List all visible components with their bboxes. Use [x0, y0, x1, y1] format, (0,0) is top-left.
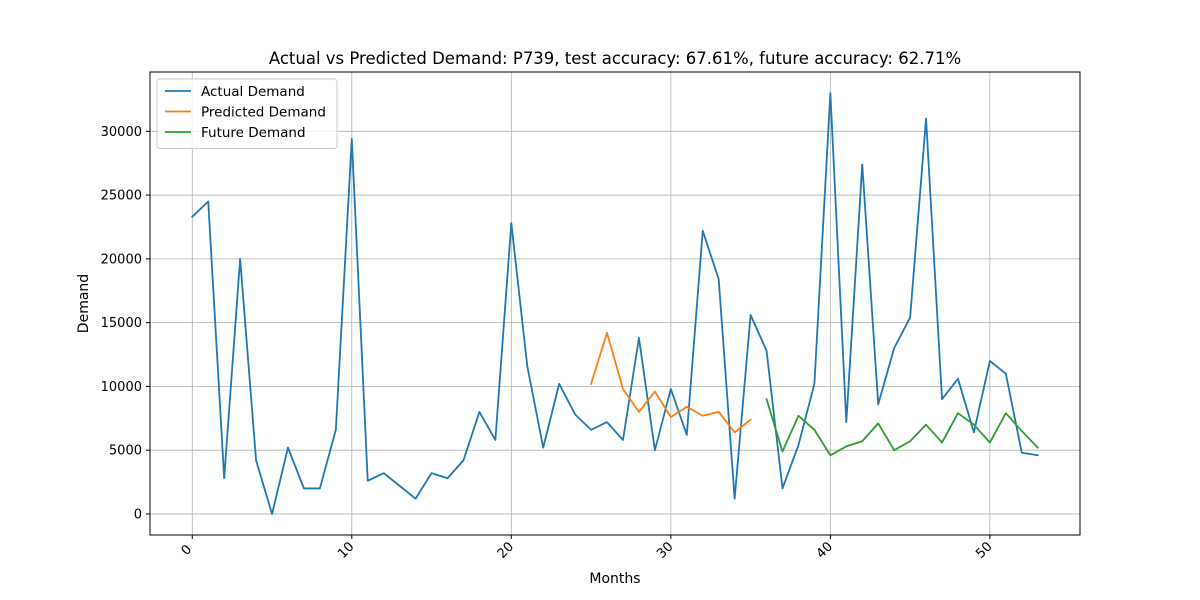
x-tick-label: 50: [973, 539, 995, 561]
x-tick-label: 30: [654, 539, 676, 561]
legend-label: Actual Demand: [201, 84, 305, 100]
y-tick-label: 25000: [101, 189, 142, 204]
series-line-actual-demand: [190, 92, 1039, 515]
chart-title: Actual vs Predicted Demand: P739, test a…: [269, 49, 961, 68]
y-tick-label: 5000: [109, 444, 142, 459]
x-tick-label: 0: [179, 542, 195, 558]
series-lines: [190, 92, 1040, 515]
y-tick-label: 30000: [101, 125, 142, 140]
y-tick-label: 20000: [101, 252, 142, 267]
y-tick-label: 10000: [101, 380, 142, 395]
y-tick-label: 0: [134, 507, 142, 522]
legend-label: Predicted Demand: [201, 105, 326, 121]
series-line-predicted-demand: [589, 331, 752, 434]
x-tick-label: 40: [814, 539, 836, 561]
x-tick-label: 20: [495, 539, 517, 561]
series-line-future-demand: [765, 398, 1040, 457]
legend: Actual Demand Predicted Demand Future Dema…: [156, 78, 338, 149]
legend-box: [156, 78, 338, 149]
y-tick-label: 15000: [101, 316, 142, 331]
y-axis-label: Demand: [76, 274, 92, 333]
legend-label: Future Demand: [201, 125, 306, 141]
plot-frame: [149, 71, 1081, 536]
x-tick-label: 10: [335, 539, 357, 561]
x-axis-label: Months: [589, 571, 640, 587]
